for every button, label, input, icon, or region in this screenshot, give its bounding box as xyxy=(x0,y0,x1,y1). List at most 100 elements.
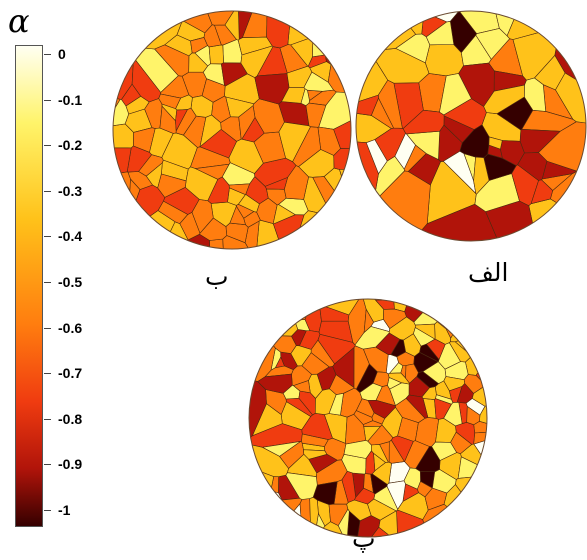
grain xyxy=(337,508,350,537)
grain xyxy=(264,176,289,190)
colorbar-tick-label: -0.3 xyxy=(58,182,83,199)
grain xyxy=(345,413,367,445)
panel-border xyxy=(248,298,488,538)
grain xyxy=(199,217,228,241)
grain xyxy=(466,405,481,426)
grain xyxy=(266,11,293,49)
panel-label-alef: الف xyxy=(468,258,509,287)
colorbar-tick-label: -0.1 xyxy=(58,91,83,108)
colorbar-tick-mark xyxy=(44,190,51,192)
grain xyxy=(443,376,466,392)
colorbar-tick-label: -0.4 xyxy=(58,228,83,245)
grain xyxy=(237,194,260,213)
grain xyxy=(113,171,131,249)
grain xyxy=(528,198,586,241)
grain xyxy=(305,102,327,128)
grain xyxy=(417,480,433,498)
colorbar-tick-label: 0 xyxy=(58,46,66,62)
colorbar-tick-label: -0.5 xyxy=(58,274,83,290)
grain xyxy=(204,11,239,26)
grain xyxy=(332,346,355,388)
panel-border xyxy=(112,10,352,250)
grain xyxy=(127,171,153,190)
grain xyxy=(387,372,410,385)
colorbar-tick-label: -0.7 xyxy=(58,365,83,382)
colorbar xyxy=(15,45,43,527)
colorbar-tick-mark xyxy=(44,418,51,420)
grain xyxy=(238,105,256,140)
grain-map-alef xyxy=(355,10,587,242)
grain xyxy=(328,392,344,416)
panel-label-b: ب xyxy=(205,262,229,291)
grain xyxy=(313,299,363,316)
panel-label-p: پ xyxy=(352,524,376,553)
grain xyxy=(272,204,296,225)
grain xyxy=(249,488,274,527)
colorbar-tick-label: -0.9 xyxy=(58,456,83,473)
grain xyxy=(249,497,303,537)
grain xyxy=(190,37,208,54)
grain xyxy=(365,139,388,175)
grain xyxy=(228,183,251,195)
grain xyxy=(229,205,246,226)
colorbar-tick-mark xyxy=(44,327,51,329)
grain xyxy=(249,299,299,337)
colorbar-tick-mark xyxy=(44,373,51,375)
grain xyxy=(299,498,311,534)
colorbar-tick-mark xyxy=(44,236,51,238)
grain xyxy=(113,210,176,249)
colorbar-tick-label: -0.6 xyxy=(58,319,83,336)
grain xyxy=(365,450,376,475)
grain xyxy=(157,200,189,224)
colorbar-tick-mark xyxy=(44,510,51,511)
grain xyxy=(450,431,473,455)
colorbar-tick-label: -0.2 xyxy=(58,137,83,154)
panel-border xyxy=(355,10,587,242)
grain xyxy=(443,484,487,537)
colorbar-tick-label: -1 xyxy=(58,502,71,518)
colorbar-tick-mark xyxy=(44,145,51,147)
colorbar-title: α xyxy=(8,2,30,40)
grain xyxy=(249,377,267,444)
grain xyxy=(435,394,454,405)
grain xyxy=(240,45,274,78)
grain xyxy=(506,11,581,40)
grain xyxy=(403,467,421,490)
grain xyxy=(475,341,487,372)
grain xyxy=(415,446,441,473)
colorbar-tick-mark xyxy=(44,99,51,101)
grain xyxy=(354,487,376,505)
colorbar-tick-mark xyxy=(44,464,51,466)
grain xyxy=(455,474,487,537)
grain xyxy=(407,153,441,186)
grain xyxy=(367,399,396,419)
grain xyxy=(383,308,407,330)
grain xyxy=(317,333,356,365)
grain-map-b xyxy=(112,10,352,250)
grain xyxy=(266,502,303,537)
grain xyxy=(199,114,222,148)
grain xyxy=(194,163,230,180)
grain xyxy=(290,345,312,367)
grain xyxy=(208,44,224,65)
colorbar-tick-label: -0.8 xyxy=(58,410,83,427)
grain xyxy=(285,472,318,500)
grain xyxy=(473,156,490,195)
grain xyxy=(483,84,525,115)
colorbar-tick-mark xyxy=(44,282,51,283)
grain xyxy=(113,99,130,127)
grain xyxy=(419,343,440,363)
grain xyxy=(450,299,487,343)
grain xyxy=(363,308,374,334)
grain xyxy=(228,138,264,174)
grain xyxy=(157,173,187,198)
grain xyxy=(405,394,429,419)
grain xyxy=(158,93,182,109)
grain xyxy=(415,323,436,340)
grain xyxy=(405,363,419,384)
grain xyxy=(439,73,472,116)
grain xyxy=(422,503,487,537)
grain xyxy=(449,341,473,363)
grain xyxy=(292,380,311,394)
